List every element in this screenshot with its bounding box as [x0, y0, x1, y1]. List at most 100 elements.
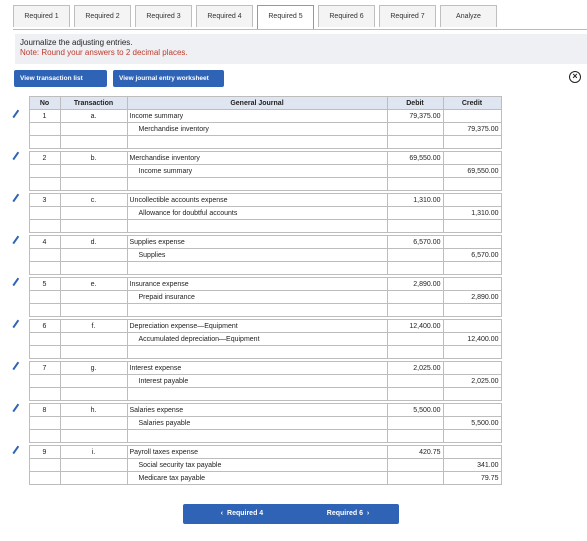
pencil-icon[interactable]	[12, 235, 27, 249]
view-transaction-list-button[interactable]: View transaction list	[14, 70, 107, 87]
pencil-icon[interactable]	[12, 277, 27, 291]
debit-cell[interactable]	[386, 261, 444, 275]
account-cell[interactable]: Supplies expense	[126, 235, 388, 249]
account-cell[interactable]	[126, 345, 388, 359]
account-cell[interactable]: Payroll taxes expense	[126, 445, 388, 459]
debit-cell[interactable]: 1,310.00	[386, 193, 444, 207]
credit-cell[interactable]: 341.00	[442, 458, 502, 472]
account-cell[interactable]	[126, 177, 388, 191]
account-cell[interactable]: Prepaid insurance	[126, 290, 388, 304]
tab-required-7[interactable]: Required 7	[379, 5, 436, 27]
credit-cell[interactable]	[442, 403, 502, 417]
credit-cell[interactable]	[442, 429, 502, 443]
debit-cell[interactable]	[386, 303, 444, 317]
debit-cell[interactable]	[386, 135, 444, 149]
account-cell[interactable]	[126, 261, 388, 275]
account-cell[interactable]: Medicare tax payable	[126, 471, 388, 485]
account-cell[interactable]	[126, 303, 388, 317]
credit-cell[interactable]	[442, 235, 502, 249]
debit-cell[interactable]: 6,570.00	[386, 235, 444, 249]
debit-cell[interactable]	[386, 332, 444, 346]
account-cell[interactable]: Accumulated depreciation—Equipment	[126, 332, 388, 346]
credit-cell[interactable]	[442, 277, 502, 291]
view-journal-worksheet-button[interactable]: View journal entry worksheet	[113, 70, 224, 87]
debit-cell[interactable]: 2,025.00	[386, 361, 444, 375]
account-cell[interactable]: Salaries expense	[126, 403, 388, 417]
account-cell[interactable]: Merchandise inventory	[126, 151, 388, 165]
close-icon[interactable]: ×	[569, 71, 581, 83]
credit-cell[interactable]	[442, 219, 502, 233]
credit-cell[interactable]	[442, 303, 502, 317]
credit-cell[interactable]: 5,500.00	[442, 416, 502, 430]
debit-cell[interactable]	[386, 374, 444, 388]
credit-cell[interactable]	[442, 445, 502, 459]
credit-cell[interactable]	[442, 361, 502, 375]
account-cell[interactable]: Uncollectible accounts expense	[126, 193, 388, 207]
account-cell[interactable]: Income summary	[126, 109, 388, 123]
debit-cell[interactable]: 12,400.00	[386, 319, 444, 333]
pencil-icon[interactable]	[12, 361, 27, 375]
debit-cell[interactable]: 5,500.00	[386, 403, 444, 417]
credit-cell[interactable]	[442, 177, 502, 191]
next-required-button[interactable]: Required 6 ›	[297, 504, 399, 524]
debit-cell[interactable]	[386, 122, 444, 136]
credit-cell[interactable]	[442, 261, 502, 275]
debit-cell[interactable]	[386, 177, 444, 191]
debit-cell[interactable]	[386, 219, 444, 233]
debit-cell[interactable]	[386, 416, 444, 430]
account-cell[interactable]: Supplies	[126, 248, 388, 262]
account-cell[interactable]	[126, 219, 388, 233]
account-cell[interactable]: Interest payable	[126, 374, 388, 388]
tab-analyze[interactable]: Analyze	[440, 5, 497, 27]
debit-cell[interactable]: 420.75	[386, 445, 444, 459]
credit-cell[interactable]: 1,310.00	[442, 206, 502, 220]
credit-cell[interactable]: 79.75	[442, 471, 502, 485]
debit-cell[interactable]: 2,890.00	[386, 277, 444, 291]
tab-required-4[interactable]: Required 4	[196, 5, 253, 27]
debit-cell[interactable]	[386, 387, 444, 401]
account-cell[interactable]: Merchandise inventory	[126, 122, 388, 136]
credit-cell[interactable]: 2,025.00	[442, 374, 502, 388]
debit-cell[interactable]	[386, 471, 444, 485]
credit-cell[interactable]	[442, 109, 502, 123]
pencil-icon[interactable]	[12, 151, 27, 165]
tab-required-6[interactable]: Required 6	[318, 5, 375, 27]
tab-required-2[interactable]: Required 2	[74, 5, 131, 27]
credit-cell[interactable]: 69,550.00	[442, 164, 502, 178]
tab-required-3[interactable]: Required 3	[135, 5, 192, 27]
credit-cell[interactable]	[442, 151, 502, 165]
debit-cell[interactable]	[386, 290, 444, 304]
pencil-icon[interactable]	[12, 193, 27, 207]
account-cell[interactable]	[126, 135, 388, 149]
debit-cell[interactable]	[386, 248, 444, 262]
pencil-icon[interactable]	[12, 319, 27, 333]
credit-cell[interactable]: 6,570.00	[442, 248, 502, 262]
debit-cell[interactable]: 69,550.00	[386, 151, 444, 165]
pencil-icon[interactable]	[12, 403, 27, 417]
debit-cell[interactable]	[386, 429, 444, 443]
tab-required-5[interactable]: Required 5	[257, 5, 314, 29]
credit-cell[interactable]	[442, 345, 502, 359]
debit-cell[interactable]	[386, 164, 444, 178]
debit-cell[interactable]: 79,375.00	[386, 109, 444, 123]
account-cell[interactable]: Salaries payable	[126, 416, 388, 430]
credit-cell[interactable]	[442, 135, 502, 149]
account-cell[interactable]: Income summary	[126, 164, 388, 178]
account-cell[interactable]: Social security tax payable	[126, 458, 388, 472]
account-cell[interactable]: Depreciation expense—Equipment	[126, 319, 388, 333]
tab-required-1[interactable]: Required 1	[13, 5, 70, 27]
debit-cell[interactable]	[386, 458, 444, 472]
pencil-icon[interactable]	[12, 445, 27, 459]
debit-cell[interactable]	[386, 206, 444, 220]
credit-cell[interactable]	[442, 193, 502, 207]
debit-cell[interactable]	[386, 345, 444, 359]
prev-required-button[interactable]: ‹ Required 4	[183, 504, 301, 524]
credit-cell[interactable]: 79,375.00	[442, 122, 502, 136]
credit-cell[interactable]	[442, 387, 502, 401]
account-cell[interactable]: Interest expense	[126, 361, 388, 375]
credit-cell[interactable]: 2,890.00	[442, 290, 502, 304]
account-cell[interactable]: Insurance expense	[126, 277, 388, 291]
account-cell[interactable]	[126, 387, 388, 401]
credit-cell[interactable]: 12,400.00	[442, 332, 502, 346]
account-cell[interactable]: Allowance for doubtful accounts	[126, 206, 388, 220]
